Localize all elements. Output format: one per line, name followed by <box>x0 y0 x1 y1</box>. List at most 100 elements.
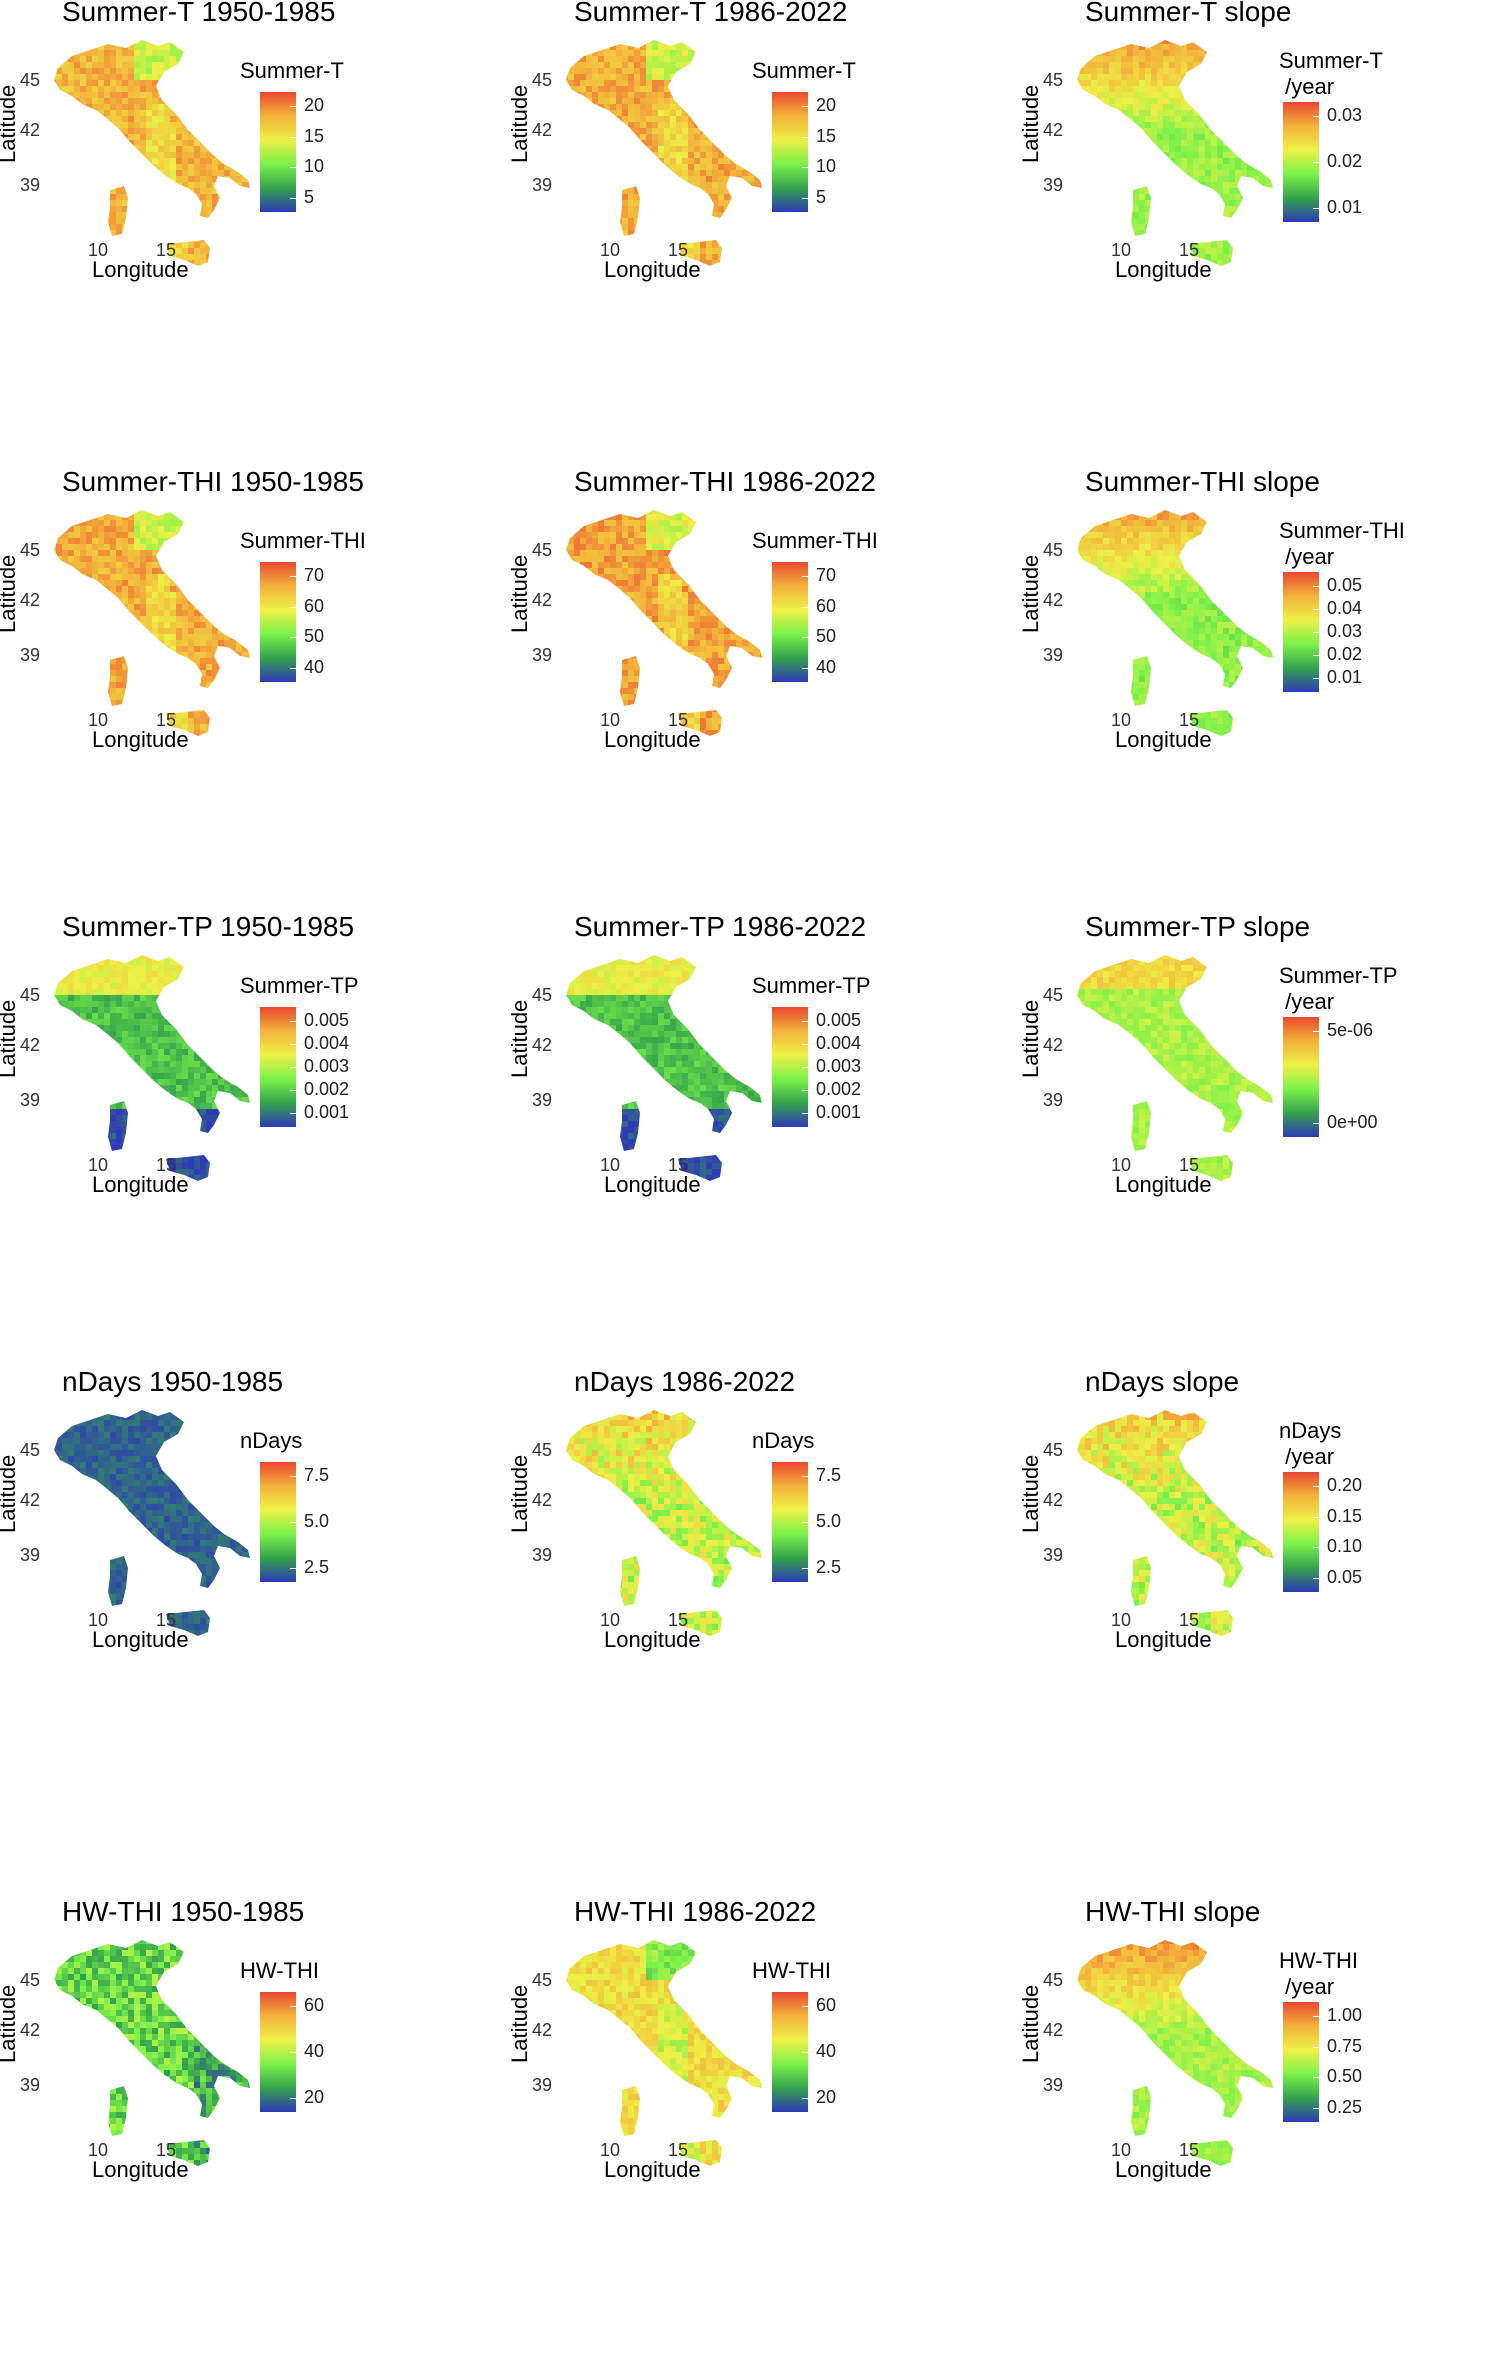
heatmap-cell <box>128 56 134 62</box>
heatmap-cell <box>694 116 700 122</box>
heatmap-cell <box>86 62 92 68</box>
heatmap-cell <box>1271 200 1277 206</box>
heatmap-cell <box>700 248 706 254</box>
heatmap-cell <box>622 98 628 104</box>
heatmap-cell <box>68 128 74 134</box>
heatmap-cell <box>730 98 736 104</box>
heatmap-cell <box>1193 200 1199 206</box>
heatmap-cell <box>86 230 92 236</box>
heatmap-cell <box>134 206 140 212</box>
heatmap-cell <box>1259 68 1265 74</box>
heatmap-cell <box>236 92 242 98</box>
heatmap-cell <box>176 98 182 104</box>
heatmap-cell <box>1073 254 1079 260</box>
heatmap-cell <box>218 508 224 514</box>
heatmap-cell <box>580 152 586 158</box>
heatmap-cell <box>658 38 664 44</box>
heatmap-cell <box>68 206 74 212</box>
heatmap-cell <box>676 86 682 92</box>
heatmap-cell <box>248 140 254 146</box>
heatmap-cell <box>224 74 230 80</box>
heatmap-cell <box>1109 44 1115 50</box>
heatmap-cell <box>230 56 236 62</box>
heatmap-cell <box>658 110 664 116</box>
heatmap-cell <box>152 92 158 98</box>
heatmap-cell <box>598 92 604 98</box>
heatmap-cell <box>62 508 68 514</box>
heatmap-cell <box>266 254 272 260</box>
heatmap-cell <box>1199 134 1205 140</box>
heatmap-cell <box>556 152 562 158</box>
heatmap-cell <box>92 182 98 188</box>
heatmap-cell <box>676 134 682 140</box>
heatmap-cell <box>1127 134 1133 140</box>
heatmap-cell <box>634 188 640 194</box>
heatmap-cell <box>736 134 742 140</box>
heatmap-cell <box>110 50 116 56</box>
heatmap-cell <box>550 98 556 104</box>
heatmap-cell <box>1235 170 1241 176</box>
heatmap-cell <box>1139 110 1145 116</box>
heatmap-cell <box>68 146 74 152</box>
heatmap-cell <box>604 74 610 80</box>
heatmap-cell <box>610 50 616 56</box>
heatmap-cell <box>68 520 74 526</box>
heatmap-cell <box>1181 68 1187 74</box>
heatmap-cell <box>176 170 182 176</box>
heatmap-cell <box>718 176 724 182</box>
heatmap-cell <box>74 122 80 128</box>
heatmap-cell <box>1115 182 1121 188</box>
heatmap-cell <box>80 206 86 212</box>
heatmap-cell <box>254 248 260 254</box>
heatmap-cell <box>74 38 80 44</box>
heatmap-cell <box>122 158 128 164</box>
heatmap-cell <box>62 50 68 56</box>
heatmap-cell <box>1079 38 1085 44</box>
heatmap-cell <box>1265 140 1271 146</box>
heatmap-cell <box>1217 140 1223 146</box>
heatmap-cell <box>74 92 80 98</box>
heatmap-cell <box>38 520 44 526</box>
heatmap-cell <box>134 212 140 218</box>
heatmap-cell <box>568 224 574 230</box>
heatmap-cell <box>104 122 110 128</box>
heatmap-cell <box>86 110 92 116</box>
heatmap-cell <box>1085 140 1091 146</box>
heatmap-cell <box>748 176 754 182</box>
heatmap-cell <box>670 62 676 68</box>
heatmap-cell <box>1283 236 1289 242</box>
heatmap-cell <box>254 508 260 514</box>
heatmap-cell <box>1259 92 1265 98</box>
heatmap-cell <box>1085 254 1091 260</box>
heatmap-cell <box>230 218 236 224</box>
heatmap-cell <box>128 236 134 242</box>
heatmap-cell <box>212 194 218 200</box>
heatmap-cell <box>1079 128 1085 134</box>
heatmap-cell <box>200 122 206 128</box>
heatmap-cell <box>38 56 44 62</box>
heatmap-cell <box>604 104 610 110</box>
heatmap-cell <box>62 230 68 236</box>
heatmap-cell <box>134 134 140 140</box>
heatmap-cell <box>50 520 56 526</box>
heatmap-cell <box>1073 50 1079 56</box>
panel-title: Summer-THI 1950-1985 <box>62 466 364 498</box>
heatmap-cell <box>200 68 206 74</box>
heatmap-cell <box>230 194 236 200</box>
heatmap-cell <box>766 236 772 242</box>
heatmap-cell <box>742 56 748 62</box>
heatmap-cell <box>706 236 712 242</box>
heatmap-cell <box>616 128 622 134</box>
heatmap-cell <box>1211 44 1217 50</box>
heatmap-cell <box>778 260 784 266</box>
heatmap-cell <box>1187 80 1193 86</box>
heatmap-cell <box>200 146 206 152</box>
heatmap-cell <box>670 230 676 236</box>
heatmap-cell <box>122 74 128 80</box>
heatmap-cell <box>272 224 278 230</box>
heatmap-cell <box>1115 152 1121 158</box>
heatmap-cell <box>62 146 68 152</box>
heatmap-cell <box>182 104 188 110</box>
heatmap-cell <box>194 224 200 230</box>
heatmap-cell <box>44 200 50 206</box>
